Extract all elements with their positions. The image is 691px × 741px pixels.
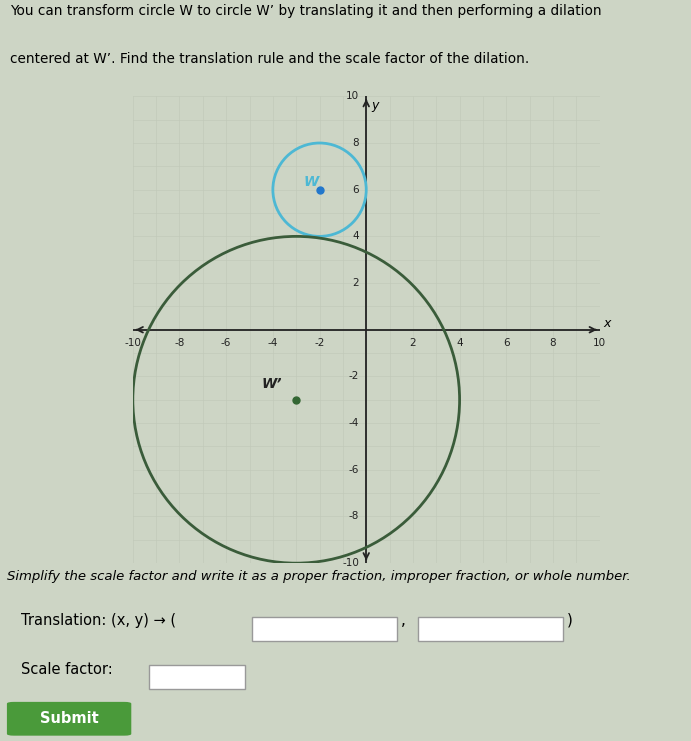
Text: You can transform circle W to circle W’ by translating it and then performing a : You can transform circle W to circle W’ … <box>10 4 602 19</box>
Text: 4: 4 <box>456 338 463 348</box>
Text: 6: 6 <box>503 338 509 348</box>
Text: Translation: (x, y) → (: Translation: (x, y) → ( <box>21 613 176 628</box>
Text: -10: -10 <box>342 558 359 568</box>
Text: y: y <box>371 99 378 112</box>
Text: ): ) <box>567 613 573 628</box>
Text: Submit: Submit <box>39 711 99 726</box>
Text: -6: -6 <box>221 338 231 348</box>
Text: -8: -8 <box>174 338 184 348</box>
Text: centered at W’. Find the translation rule and the scale factor of the dilation.: centered at W’. Find the translation rul… <box>10 52 529 65</box>
Text: 8: 8 <box>549 338 556 348</box>
Text: Scale factor:: Scale factor: <box>21 662 113 677</box>
FancyBboxPatch shape <box>252 617 397 640</box>
Text: x: x <box>603 317 611 330</box>
FancyBboxPatch shape <box>149 665 245 688</box>
FancyBboxPatch shape <box>7 702 131 736</box>
Text: -2: -2 <box>314 338 325 348</box>
Text: -6: -6 <box>349 465 359 475</box>
Text: -2: -2 <box>349 371 359 382</box>
Text: -8: -8 <box>349 511 359 522</box>
Text: Simplify the scale factor and write it as a proper fraction, improper fraction, : Simplify the scale factor and write it a… <box>7 571 631 583</box>
Text: -10: -10 <box>124 338 141 348</box>
Text: 2: 2 <box>352 278 359 288</box>
Text: 10: 10 <box>346 91 359 102</box>
FancyBboxPatch shape <box>418 617 563 640</box>
Text: 4: 4 <box>352 231 359 242</box>
Text: 6: 6 <box>352 185 359 195</box>
Text: W: W <box>303 175 319 189</box>
Text: 8: 8 <box>352 138 359 148</box>
Text: 10: 10 <box>593 338 606 348</box>
Text: -4: -4 <box>267 338 278 348</box>
Text: 2: 2 <box>410 338 416 348</box>
Text: ,: , <box>401 613 406 628</box>
Text: -4: -4 <box>349 418 359 428</box>
Text: W’: W’ <box>261 377 282 391</box>
